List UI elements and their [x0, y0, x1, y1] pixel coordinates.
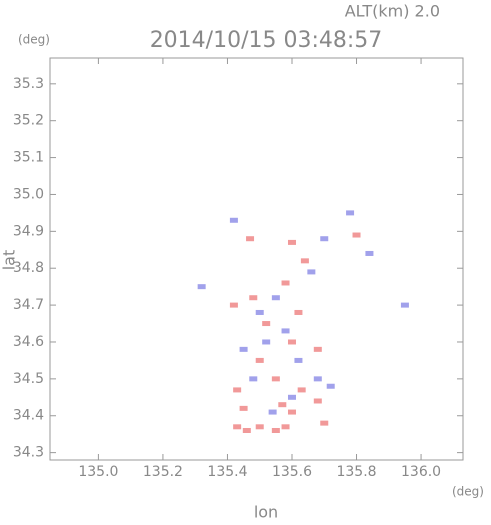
data-point [271, 376, 280, 382]
data-point [281, 424, 290, 430]
data-point [365, 250, 374, 256]
x-unit: (deg) [452, 485, 484, 499]
x-tick-label: 135.0 [78, 464, 118, 480]
x-tick-label: 135.2 [143, 464, 183, 480]
data-point [281, 280, 290, 286]
data-point [233, 424, 242, 430]
x-tick-label: 136.0 [401, 464, 441, 480]
data-point [326, 383, 335, 389]
y-unit: (deg) [18, 33, 50, 47]
data-point [246, 236, 255, 242]
data-point [313, 398, 322, 404]
data-point [255, 309, 264, 315]
y-tick-label: 34.6 [13, 334, 44, 350]
data-point [242, 427, 251, 433]
y-tick-label: 35.2 [13, 113, 44, 129]
data-point [255, 357, 264, 363]
data-point [313, 346, 322, 352]
data-point [255, 424, 264, 430]
y-tick-label: 34.7 [13, 297, 44, 313]
y-tick-label: 34.4 [13, 408, 44, 424]
data-point [239, 405, 248, 411]
data-point [297, 387, 306, 393]
data-point [271, 295, 280, 301]
data-point [307, 269, 316, 275]
data-point [229, 217, 238, 223]
data-point [229, 302, 238, 308]
data-point [287, 339, 296, 345]
y-tick-label: 35.1 [13, 150, 44, 166]
data-point [271, 427, 280, 433]
plot-frame [49, 57, 464, 461]
data-point [239, 346, 248, 352]
data-point [287, 394, 296, 400]
data-point [294, 309, 303, 315]
data-point [249, 376, 258, 382]
data-point [197, 284, 206, 290]
data-point [278, 402, 287, 408]
data-point [287, 239, 296, 245]
x-tick-label: 135.4 [207, 464, 247, 480]
data-point [249, 295, 258, 301]
x-axis-label: lon [254, 503, 278, 522]
y-tick-label: 34.5 [13, 371, 44, 387]
data-point [300, 258, 309, 264]
data-point [281, 328, 290, 334]
y-axis-label: lat [0, 250, 19, 271]
x-tick-label: 135.8 [336, 464, 376, 480]
y-tick-label: 34.3 [13, 445, 44, 461]
data-point [400, 302, 409, 308]
y-tick-label: 34.9 [13, 223, 44, 239]
data-point [320, 420, 329, 426]
chart-title: 2014/10/15 03:48:57 [150, 28, 383, 53]
data-point [268, 409, 277, 415]
data-point [262, 321, 271, 327]
y-tick-label: 35.3 [13, 76, 44, 92]
data-point [320, 236, 329, 242]
data-point [352, 232, 361, 238]
x-tick-label: 135.6 [272, 464, 312, 480]
data-point [294, 357, 303, 363]
altitude-label: ALT(km) 2.0 [345, 2, 440, 21]
data-point [287, 409, 296, 415]
data-point [262, 339, 271, 345]
data-point [346, 210, 355, 216]
data-point [233, 387, 242, 393]
y-tick-label: 35.0 [13, 186, 44, 202]
y-tick-label: 34.8 [13, 260, 44, 276]
data-point [313, 376, 322, 382]
